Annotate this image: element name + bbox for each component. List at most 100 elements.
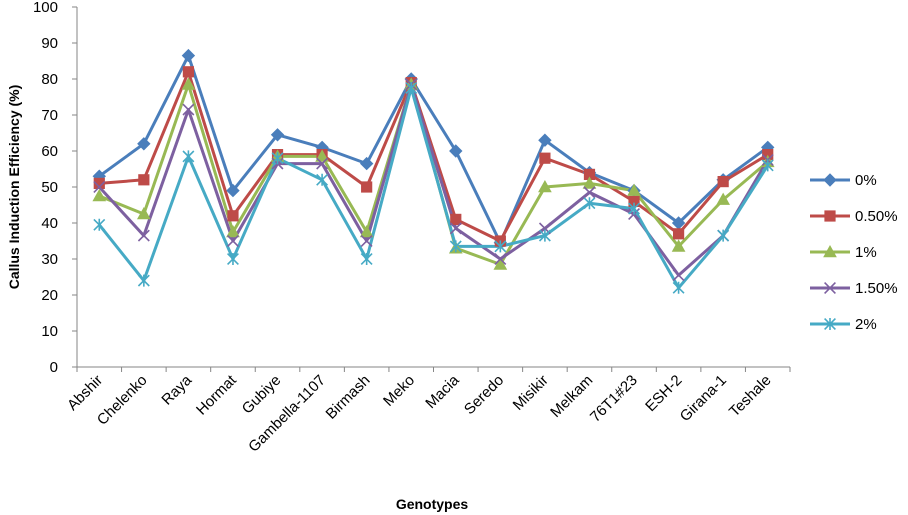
x-tick-label: Teshale	[726, 372, 775, 421]
data-point	[359, 224, 374, 238]
data-point	[136, 206, 151, 220]
data-point	[92, 188, 107, 202]
y-tick-label: 50	[41, 179, 58, 196]
data-point	[717, 176, 729, 188]
data-point	[138, 174, 150, 186]
y-tick-label: 80	[41, 71, 58, 88]
data-point	[93, 218, 106, 231]
x-tick-label: Abshir	[64, 372, 106, 414]
y-tick-label: 60	[41, 143, 58, 160]
x-tick-label: 76T1#23	[587, 372, 641, 426]
data-point	[494, 240, 507, 253]
x-tick-label: Raya	[158, 371, 195, 408]
series-lines	[98, 54, 769, 290]
data-point	[672, 281, 685, 294]
series-markers	[92, 48, 775, 294]
legend-label: 1.50%	[855, 280, 898, 297]
data-point	[271, 152, 284, 165]
legend: 0% 0.50% 1% 1.50% 2%	[810, 172, 898, 333]
data-point	[227, 253, 239, 265]
data-point	[359, 156, 374, 171]
data-point	[226, 224, 240, 238]
legend-label: 2%	[855, 316, 877, 333]
x-tick-label: ESH-2	[642, 372, 685, 415]
legend-label: 0.50%	[855, 208, 898, 225]
x-tick-label: Hormat	[193, 371, 240, 418]
data-point	[494, 253, 507, 265]
y-tick-label: 20	[41, 287, 58, 304]
legend-item: 0.50%	[810, 208, 898, 225]
data-point	[583, 197, 596, 210]
data-point	[449, 240, 462, 253]
x-tick-label: Macia	[422, 371, 463, 412]
series-line	[98, 86, 769, 290]
data-point	[182, 66, 195, 78]
x-axis-title: Genotypes	[396, 496, 469, 512]
y-tick-label: 10	[41, 323, 58, 340]
legend-item: 1%	[810, 244, 877, 261]
data-point	[449, 144, 463, 158]
data-point	[671, 239, 686, 252]
legend-item: 2%	[810, 316, 877, 333]
data-point	[361, 181, 373, 193]
y-tick-label: 40	[41, 215, 58, 232]
data-point	[405, 82, 418, 94]
data-point	[538, 229, 551, 242]
legend-marker	[823, 173, 837, 187]
data-point	[137, 274, 150, 287]
legend-item: 0%	[810, 172, 877, 189]
y-axis-title: Callus Induction Efficiency (%)	[6, 85, 22, 290]
data-point	[316, 173, 329, 186]
series-line	[98, 54, 769, 245]
data-point	[226, 183, 240, 198]
data-point	[493, 257, 508, 270]
data-point	[181, 48, 196, 63]
data-point	[539, 152, 551, 164]
data-point	[316, 157, 329, 170]
data-point	[761, 159, 774, 172]
data-point	[315, 149, 329, 162]
data-point	[227, 235, 239, 247]
data-point	[717, 229, 730, 242]
y-tick-label: 100	[33, 0, 58, 16]
x-tick-label: Meko	[380, 372, 418, 410]
data-point	[227, 210, 239, 222]
y-tick-label: 0	[50, 359, 58, 376]
y-tick-label: 90	[41, 35, 58, 52]
data-point	[583, 186, 596, 199]
data-point	[582, 176, 597, 189]
data-point	[538, 179, 552, 193]
data-point	[538, 133, 552, 147]
y-ticks: 0 10 20 30 40 50 60 70 80 90 100	[33, 0, 77, 376]
data-point	[672, 228, 685, 240]
x-tick-label: Birmash	[323, 372, 374, 423]
legend-marker	[824, 210, 836, 222]
data-point	[137, 229, 150, 242]
y-tick-label: 30	[41, 251, 58, 268]
data-point	[449, 222, 462, 235]
data-point	[181, 77, 196, 90]
data-point	[182, 103, 195, 116]
legend-item: 1.50%	[810, 280, 898, 297]
data-point	[450, 213, 462, 226]
data-point	[627, 183, 641, 196]
x-tick-label: Gambella-1107	[245, 372, 329, 456]
x-tick-label: Misikir	[510, 372, 552, 414]
x-tick-label: Seredo	[461, 372, 507, 418]
x-tick-label: Girana-1	[677, 372, 730, 425]
legend-marker	[824, 318, 836, 330]
data-point	[672, 269, 685, 282]
series-line	[98, 82, 769, 277]
data-point	[360, 235, 373, 247]
y-tick-label: 70	[41, 107, 58, 124]
data-point	[93, 181, 106, 193]
legend-marker	[824, 282, 836, 294]
data-point	[182, 150, 195, 163]
data-point	[628, 202, 640, 215]
legend-marker	[823, 244, 837, 258]
data-point	[270, 128, 285, 142]
data-point	[716, 192, 731, 205]
data-point	[360, 253, 373, 265]
